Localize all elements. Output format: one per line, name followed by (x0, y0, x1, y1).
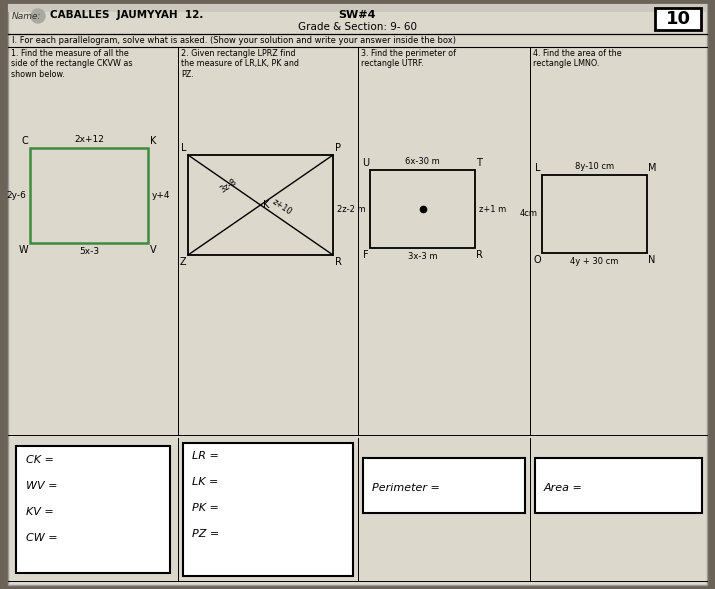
Text: 1. Find the measure of all the
side of the rectangle CKVW as
shown below.: 1. Find the measure of all the side of t… (11, 49, 132, 79)
Bar (363, 458, 525, 513)
Text: R: R (476, 250, 483, 260)
Text: 3x-3 m: 3x-3 m (408, 252, 438, 261)
Text: LK =: LK = (192, 477, 218, 487)
Text: Grade & Section: 9- 60: Grade & Section: 9- 60 (297, 22, 417, 32)
Text: Perimeter =: Perimeter = (372, 483, 440, 493)
Text: 4cm: 4cm (520, 210, 538, 219)
Text: z+1 m: z+1 m (479, 204, 506, 213)
Text: 4. Find the area of the
rectangle LMNO.: 4. Find the area of the rectangle LMNO. (533, 49, 621, 68)
Text: 8y-10 cm: 8y-10 cm (575, 162, 614, 171)
Text: PK =: PK = (192, 503, 219, 513)
Bar (8, 4, 707, 12)
Text: 5x-3: 5x-3 (79, 247, 99, 256)
Text: 3z-8: 3z-8 (219, 177, 239, 195)
Text: Name:: Name: (12, 12, 41, 21)
Text: 6x-30 m: 6x-30 m (405, 157, 440, 166)
Text: y+4: y+4 (152, 191, 170, 200)
Text: PZ =: PZ = (192, 529, 220, 539)
Text: K: K (150, 136, 157, 146)
Text: L: L (536, 163, 541, 173)
Text: C: C (21, 136, 28, 146)
Bar (30, 148, 148, 243)
Text: 4y + 30 cm: 4y + 30 cm (571, 257, 618, 266)
Text: 2. Given rectangle LPRZ find
the measure of LR,LK, PK and
PZ.: 2. Given rectangle LPRZ find the measure… (181, 49, 299, 79)
Bar (183, 443, 353, 576)
Text: L: L (180, 143, 186, 153)
Bar (188, 155, 333, 255)
Text: P: P (335, 143, 341, 153)
Text: 2z-2 m: 2z-2 m (337, 204, 366, 213)
Text: T: T (476, 158, 482, 168)
Text: K: K (264, 200, 270, 210)
Bar (535, 458, 702, 513)
Text: W: W (19, 245, 28, 255)
Text: O: O (533, 255, 541, 265)
Text: KV =: KV = (26, 507, 54, 517)
Text: U: U (362, 158, 369, 168)
Text: LR =: LR = (192, 451, 219, 461)
Text: R: R (335, 257, 342, 267)
Text: M: M (648, 163, 656, 173)
Text: N: N (648, 255, 656, 265)
Text: 2x+12: 2x+12 (74, 135, 104, 144)
Text: F: F (363, 250, 369, 260)
Text: 10: 10 (666, 10, 691, 28)
Text: Area =: Area = (544, 483, 583, 493)
Bar (542, 175, 647, 253)
Text: SW#4: SW#4 (338, 10, 376, 20)
Text: 3. Find the perimeter of
rectangle UTRF.: 3. Find the perimeter of rectangle UTRF. (361, 49, 456, 68)
Circle shape (31, 9, 45, 23)
Text: CK =: CK = (26, 455, 54, 465)
Text: WV =: WV = (26, 481, 57, 491)
Text: Z: Z (179, 257, 186, 267)
Text: CABALLES  JAUMYYAH  12.: CABALLES JAUMYYAH 12. (50, 10, 203, 20)
Text: 2y-6: 2y-6 (6, 191, 26, 200)
Bar (16, 446, 170, 573)
Text: V: V (150, 245, 157, 255)
Text: I. For each parallelogram, solve what is asked. (Show your solution and write yo: I. For each parallelogram, solve what is… (12, 36, 456, 45)
Bar (655, 8, 701, 30)
Text: z+10: z+10 (271, 197, 294, 217)
Text: CW =: CW = (26, 533, 58, 543)
Bar (370, 170, 475, 248)
